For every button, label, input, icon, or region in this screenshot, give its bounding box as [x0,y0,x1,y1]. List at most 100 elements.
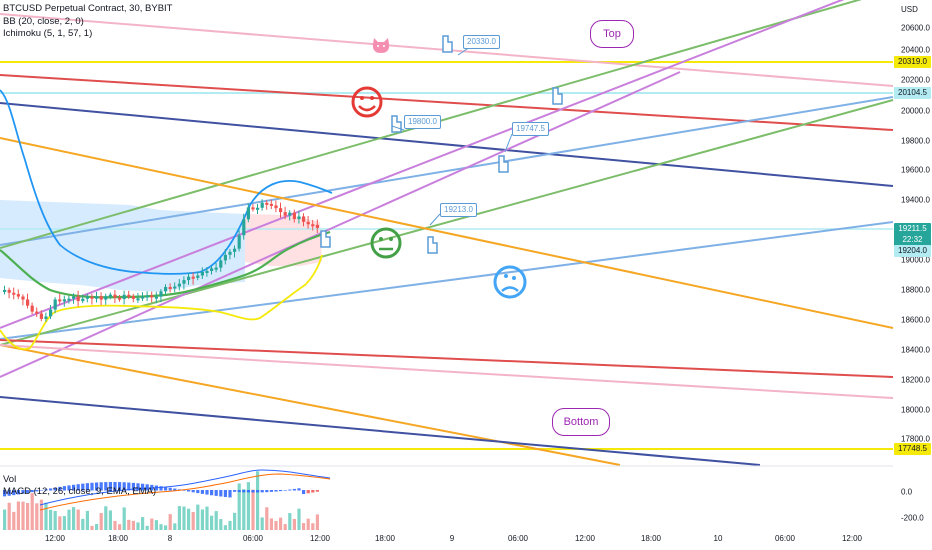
macd-histogram-bar [127,482,131,491]
price-callout[interactable]: 19747.5 [512,122,549,136]
level-label-17748: 17748.5 [894,443,931,455]
macd-histogram-bar [145,484,149,491]
volume-bar [164,525,168,530]
candle-body [237,235,241,249]
candle-body [228,251,232,255]
y-tick: 20200.0 [901,75,930,85]
trendline-navy-bottom [0,396,761,466]
volume-bar [288,513,292,530]
candle-body [251,207,255,210]
callout-connector [429,213,441,226]
candle-body [76,296,80,302]
volume-bar [223,525,227,530]
macd-histogram-bar [16,490,20,495]
macd-histogram-bar [311,490,315,493]
bottom-bubble[interactable]: Bottom [552,408,610,436]
candle-body [49,309,53,317]
volume-bar [81,518,85,530]
macd-histogram-bar [30,490,34,493]
candle-body [246,207,250,220]
volume-bar [35,503,39,530]
volume-bar [168,514,172,530]
candle-body [306,221,310,225]
x-tick: 06:00 [242,534,264,543]
macd-histogram-bar [260,490,264,493]
candle-body [292,212,296,220]
volume-bar [274,520,278,530]
candle-body [242,219,246,236]
price-axis[interactable]: USD 20600.0 20400.0 20200.0 20000.0 1980… [893,0,932,550]
candle-body [233,248,237,252]
callout-connector [504,133,513,153]
macd-histogram-bar [35,490,39,492]
cat-icon [372,38,390,53]
y-tick: 18400.0 [901,345,930,355]
candle-body [39,313,43,319]
ichimoku-indicator-label[interactable]: Ichimoku (5, 1, 57, 1) [3,28,93,39]
level-label-20319: 20319.0 [894,56,931,68]
candle-body [164,287,168,292]
y-tick: 19400.0 [901,195,930,205]
macd-histogram-bar [49,488,53,491]
volume-bar [99,513,103,530]
macd-histogram-bar [58,486,62,491]
price-callout[interactable]: 20330.0 [463,35,500,49]
volume-bar [90,525,94,530]
candle-body [150,295,154,298]
candle-body [35,311,39,314]
volume-bar [200,509,204,530]
candle-body [311,224,315,227]
macd-histogram-bar [187,490,191,492]
trendline-lightblue-2 [0,221,894,340]
macd-y-tick: -200.0 [901,513,924,523]
y-tick: 18800.0 [901,285,930,295]
volume-bar [58,516,62,530]
macd-line [39,469,331,506]
volume-bar [113,520,117,530]
candle-body [265,202,269,205]
bollinger-upper-blue [0,89,333,275]
volume-bar [118,524,122,530]
volume-label[interactable]: Vol [3,474,17,485]
pointing-hand-icon [442,35,453,53]
candle-body [99,296,103,300]
price-callout[interactable]: 19800.0 [404,115,441,129]
trendline-purple-2 [0,71,681,378]
x-tick: 12:00 [841,534,863,543]
trendline-pink-bottom [0,344,894,399]
candle-body [210,268,214,271]
bb-indicator-label[interactable]: BB (20, close, 2, 0) [3,15,84,27]
price-callout[interactable]: 19213.0 [440,203,477,217]
y-tick: 18200.0 [901,375,930,385]
macd-histogram-bar [104,482,108,491]
macd-histogram-bar [12,490,16,496]
candle-body [58,299,62,302]
macd-y-tick: 0.0 [901,487,913,497]
x-tick: 18:00 [374,534,396,543]
macd-label[interactable]: MACD (12, 26, close, 9, EMA, EMA) [3,486,157,497]
top-bubble[interactable]: Top [590,20,634,48]
candle-body [283,212,287,216]
candle-body [72,296,76,299]
volume-bar [49,509,53,530]
level-label-19204: 19204.0 [894,245,931,257]
volume-bar [269,518,273,530]
volume-bar [292,518,296,530]
chart-legend: BTCUSD Perpetual Contract, 30, BYBIT BB … [3,3,172,41]
x-tick: 12:00 [309,534,331,543]
candle-body [279,208,283,213]
candle-body [62,299,66,302]
volume-bar [145,525,149,530]
candle-body [67,298,71,301]
macd-histogram-bar [315,490,319,492]
macd-histogram-bar [233,490,237,492]
volume-bar [141,517,145,530]
trendline-green-1 [0,0,862,249]
macd-histogram-bar [26,490,30,493]
macd-histogram-bar [306,490,310,494]
candle-body [81,298,85,302]
candle-body [154,296,158,299]
symbol-title[interactable]: BTCUSD Perpetual Contract, 30, BYBIT [3,3,173,14]
volume-bar [196,504,200,530]
